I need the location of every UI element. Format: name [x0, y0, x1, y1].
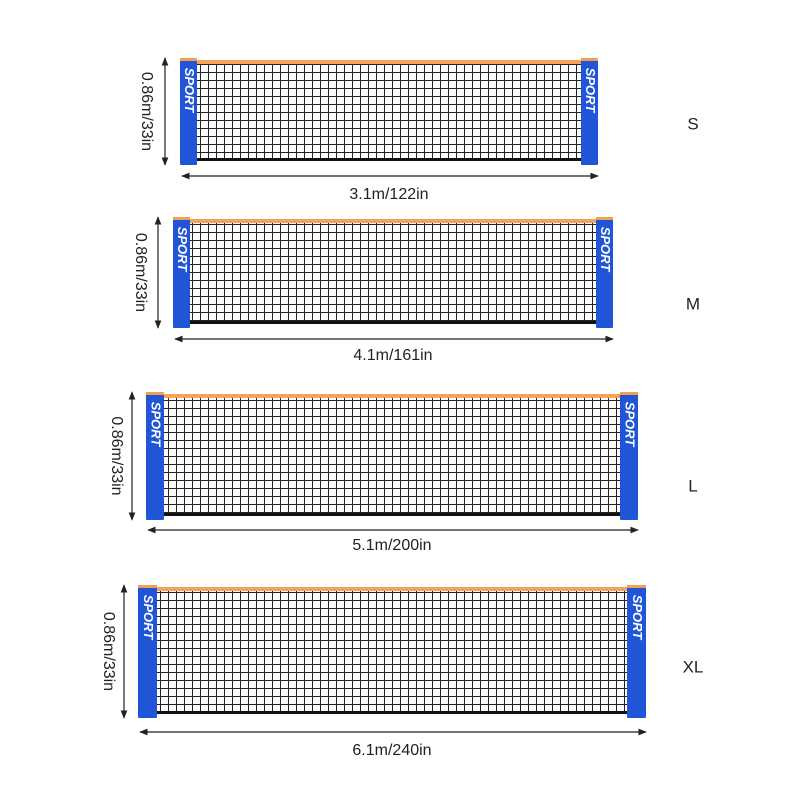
net-bottom-cord [190, 321, 596, 324]
post [173, 217, 190, 328]
net-mesh [190, 221, 596, 322]
net-mesh [157, 589, 627, 712]
post-brand: SPORT [141, 595, 156, 641]
post-brand: SPORT [583, 68, 598, 114]
post [146, 392, 164, 520]
width-label: 4.1m/161in [353, 347, 432, 364]
post [581, 58, 598, 165]
net-mesh [197, 62, 581, 159]
height-label: 0.86m/33in [132, 233, 149, 312]
size-label: S [687, 114, 698, 133]
height-label: 0.86m/33in [138, 72, 155, 151]
post-cap [146, 392, 164, 395]
post-cap [596, 217, 613, 220]
net-bottom-cord [157, 711, 627, 714]
net: SPORT SPORT [146, 392, 638, 520]
width-label: 5.1m/200in [352, 537, 431, 554]
net-top-band [164, 394, 620, 398]
post-brand: SPORT [630, 595, 645, 641]
post-brand: SPORT [175, 227, 190, 273]
post [627, 585, 646, 718]
net: SPORT SPORT [180, 58, 598, 165]
height-label: 0.86m/33in [108, 416, 125, 495]
net-bottom-cord [164, 513, 620, 516]
width-label: 3.1m/122in [349, 186, 428, 203]
net-top-band [197, 60, 581, 64]
post-cap [180, 58, 197, 61]
size-label: L [688, 476, 697, 495]
net: SPORT SPORT [173, 217, 613, 328]
height-label: 0.86m/33in [100, 612, 117, 691]
net-bottom-cord [197, 158, 581, 161]
post-brand: SPORT [598, 227, 613, 273]
size-label: XL [683, 657, 704, 676]
post-cap [581, 58, 598, 61]
size-label: M [686, 294, 700, 313]
post [620, 392, 638, 520]
net-top-band [157, 587, 627, 591]
net-mesh [164, 396, 620, 514]
post-cap [620, 392, 638, 395]
post-cap [173, 217, 190, 220]
post-cap [138, 585, 157, 588]
post-brand: SPORT [182, 68, 197, 114]
post-brand: SPORT [623, 402, 638, 448]
post-brand: SPORT [149, 402, 164, 448]
post [138, 585, 157, 718]
net: SPORT SPORT [138, 585, 646, 718]
post [596, 217, 613, 328]
net-top-band [190, 219, 596, 223]
post-cap [627, 585, 646, 588]
width-label: 6.1m/240in [352, 742, 431, 759]
post [180, 58, 197, 165]
